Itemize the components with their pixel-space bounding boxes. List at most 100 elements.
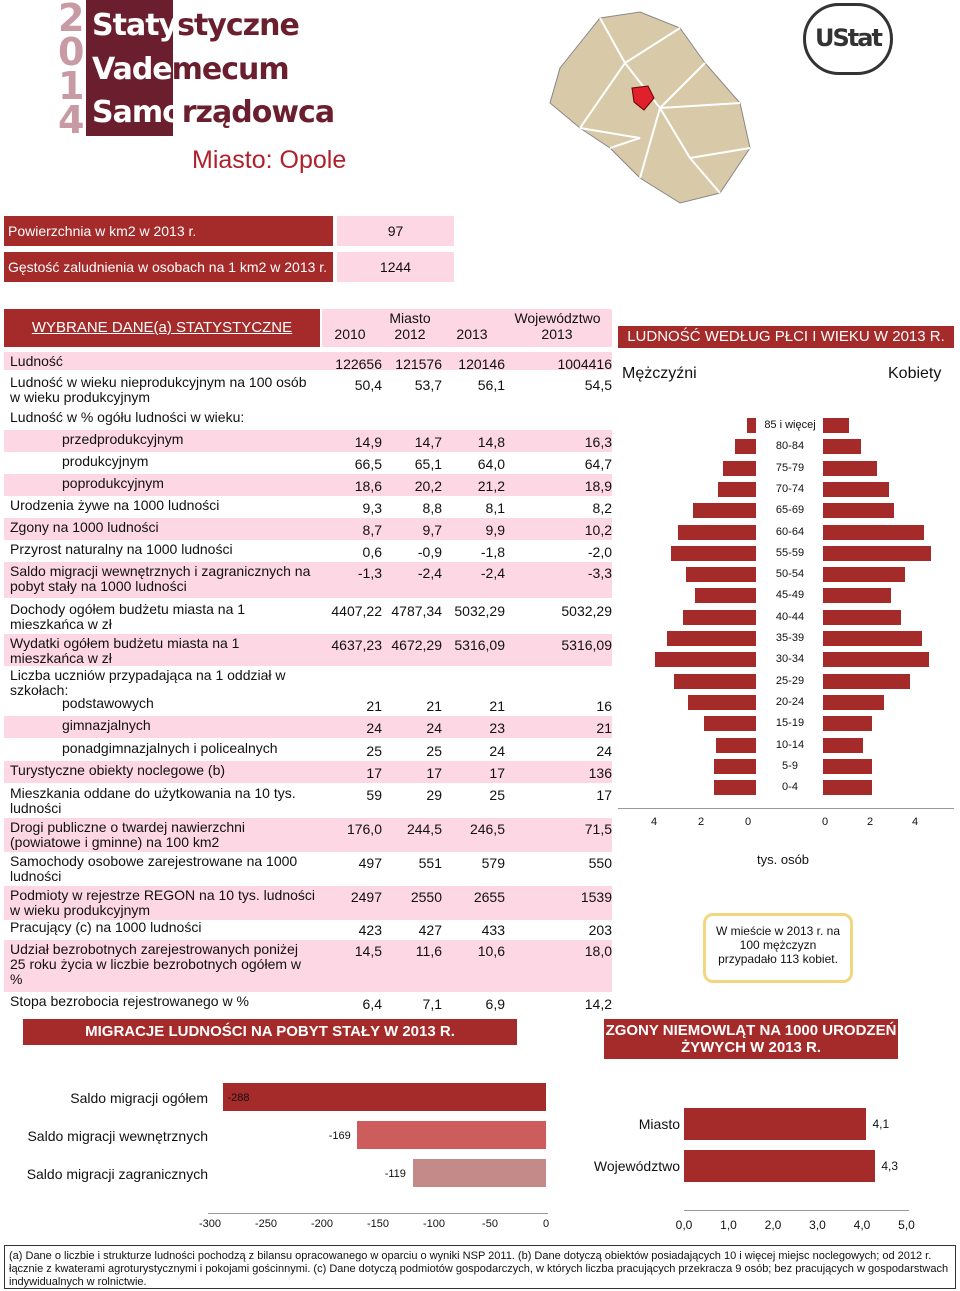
table-row: Drogi publiczne o twardej nawierzchni (p… <box>4 818 612 852</box>
row-label: produkcyjnym <box>62 453 149 469</box>
age-label: 85 i więcej <box>764 419 816 431</box>
col-year: 2010 <box>334 326 366 342</box>
pyramid-bar-men <box>734 439 756 455</box>
pyramid-bar-men <box>673 673 756 689</box>
migration-tick: 0 <box>542 1218 550 1230</box>
row-value: 21 <box>366 698 382 714</box>
row-value: 23 <box>489 720 505 736</box>
table-row: Urodzenia żywe na 1000 ludności 9,3 8,8 8,1… <box>4 496 612 518</box>
row-value: 7,1 <box>422 996 442 1012</box>
row-value: 14,2 <box>584 996 612 1012</box>
pyramid-bar-women <box>823 545 932 561</box>
pyramid-bar-men <box>671 545 756 561</box>
row-label: przedprodukcyjnym <box>62 431 184 447</box>
migration-bar <box>356 1121 546 1149</box>
row-value: 24 <box>596 743 612 759</box>
row-value: 21 <box>426 698 442 714</box>
row-value: -0,9 <box>417 544 442 560</box>
pyramid-bar-women <box>823 758 873 774</box>
pyramid-bar-women <box>823 460 878 476</box>
row-value: 21 <box>596 720 612 736</box>
row-value: 18,6 <box>354 478 382 494</box>
age-label: 35-39 <box>775 632 805 644</box>
row-value: 24 <box>426 720 442 736</box>
row-value: 1539 <box>580 889 612 905</box>
migration-tick: -200 <box>310 1218 334 1230</box>
row-value: 8,1 <box>485 500 505 516</box>
pyramid-bar-men <box>713 758 756 774</box>
migration-tick: -100 <box>422 1218 446 1230</box>
pyramid-bar-men <box>746 418 756 433</box>
row-value: 54,5 <box>584 377 612 393</box>
table-row: Udział bezrobotnych zarejestrowanych pon… <box>4 940 612 992</box>
migration-bar <box>412 1159 546 1187</box>
pyramid-bar-men <box>704 716 756 732</box>
pyramid-bar-women <box>823 737 863 753</box>
row-label: Liczba uczniów przypadająca na 1 oddział… <box>10 667 286 698</box>
row-label: Przyrost naturalny na 1000 ludności <box>10 541 233 557</box>
pyramid-bar-men <box>685 567 756 583</box>
deaths-label: Województwo <box>593 1158 680 1174</box>
row-value: 6,4 <box>362 996 382 1012</box>
row-label: Zgony na 1000 ludności <box>10 519 159 535</box>
row-value: 4407,22 <box>331 603 382 619</box>
row-value: 4672,29 <box>391 637 442 653</box>
region-map <box>549 11 751 204</box>
row-label: Mieszkania oddane do użytkowania na 10 t… <box>10 785 296 816</box>
row-value: 9,9 <box>485 522 505 538</box>
pyramid-bar-men <box>678 524 756 540</box>
pyramid-tick: 2 <box>867 816 874 828</box>
pyramid-bar-women <box>823 524 925 540</box>
row-value: 551 <box>418 855 442 871</box>
row-value: 64,7 <box>584 456 612 472</box>
row-value: 14,8 <box>477 434 505 450</box>
row-label: Saldo migracji wewnętrznych i zagraniczn… <box>10 563 311 594</box>
city-marker <box>631 85 655 111</box>
age-label: 55-59 <box>775 546 805 559</box>
row-value: -3,3 <box>587 565 612 581</box>
row-value: 550 <box>588 855 612 871</box>
age-label: 10-14 <box>775 738 805 751</box>
deaths-tick: 1,0 <box>720 1218 737 1232</box>
col-year: 2013 <box>541 326 573 342</box>
row-value: 5316,09 <box>454 637 505 653</box>
row-value: 50,4 <box>354 377 382 393</box>
table-row: Stopa bezrobocia rejestrowanego w % 6,4 7,… <box>4 992 612 1016</box>
migration-value: -288 <box>227 1092 250 1104</box>
row-value: 18,9 <box>584 478 612 494</box>
row-label: Turystyczne obiekty noclegowe (b) <box>10 762 226 778</box>
pyramid-bar-men <box>683 609 756 625</box>
info-label: Powierzchnia w km2 w 2013 r. <box>4 216 333 246</box>
row-value: 423 <box>358 922 382 938</box>
pyramid-bar-women <box>823 716 873 732</box>
pyramid-bar-women <box>823 567 906 583</box>
deaths-tick: 5,0 <box>898 1218 915 1232</box>
pyramid-bar-men <box>713 780 756 796</box>
row-value: 2655 <box>473 889 505 905</box>
age-label: 65-69 <box>775 504 805 517</box>
pyramid-tick: 4 <box>651 816 658 828</box>
table-title: WYBRANE DANE(a) STATYSTYCZNE <box>4 309 320 347</box>
deaths-tick: 4,0 <box>853 1218 871 1232</box>
logo-word-1: Statystyczne <box>92 8 300 43</box>
row-value: -1,8 <box>480 544 505 560</box>
row-label: Podmioty w rejestrze REGON na 10 tys. lu… <box>10 887 316 918</box>
age-label: 70-74 <box>775 482 805 495</box>
age-label: 45-49 <box>775 589 805 602</box>
pyramid-bar-men <box>718 481 756 497</box>
row-label: poprodukcyjnym <box>62 475 164 491</box>
table-row: Liczba uczniów przypadająca na 1 oddział… <box>4 666 612 698</box>
migration-tick: -300 <box>198 1218 222 1230</box>
table-row: podstawowych 21 21 21 16 <box>4 694 612 716</box>
pyramid-bar-women <box>823 481 889 497</box>
pyramid-tick: 4 <box>912 816 919 828</box>
row-label: Pracujący (c) na 1000 ludności <box>10 919 202 935</box>
table-row: Zgony na 1000 ludności 8,7 9,7 9,9 10,2 <box>4 518 612 540</box>
row-value: 16,3 <box>584 434 612 450</box>
row-value: -2,4 <box>417 565 442 581</box>
row-value: 246,5 <box>469 821 505 837</box>
deaths-tick: 3,0 <box>809 1218 826 1232</box>
row-value: 9,7 <box>422 522 442 538</box>
row-value: 10,2 <box>584 522 612 538</box>
pyramid-bar-women <box>823 503 894 519</box>
